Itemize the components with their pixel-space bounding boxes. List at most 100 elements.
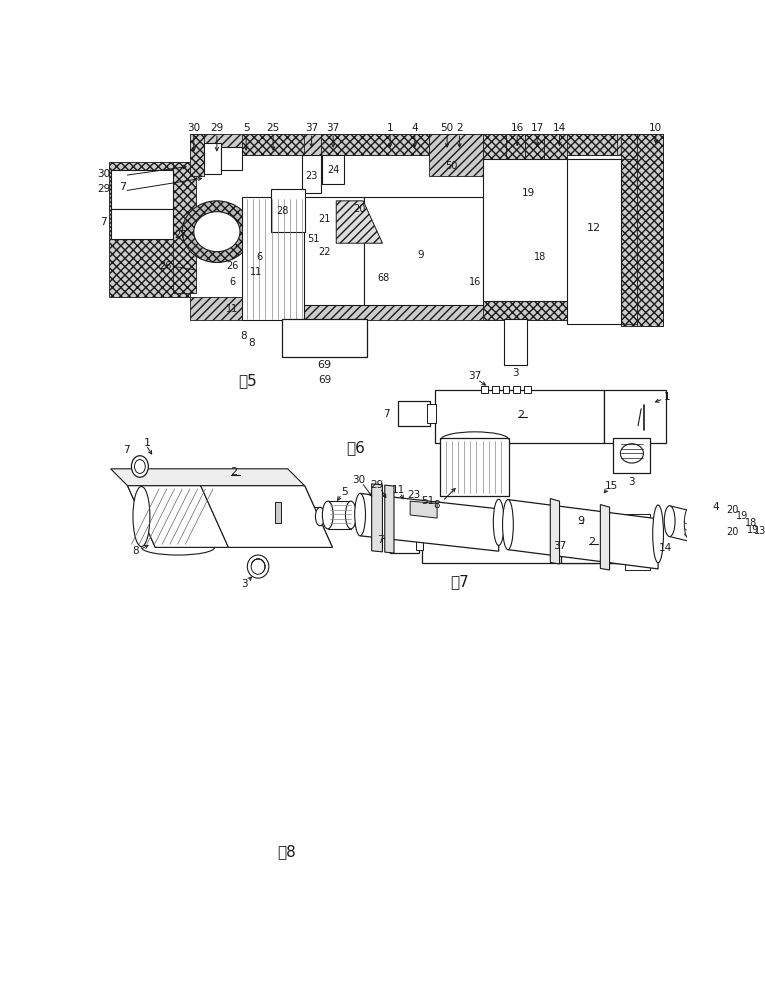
Text: 9: 9 [578,516,584,526]
Text: 1: 1 [387,123,393,133]
Text: 30: 30 [97,169,110,179]
Ellipse shape [702,517,711,541]
Polygon shape [669,506,689,541]
Bar [203,143,221,174]
Ellipse shape [132,456,148,477]
Bar [173,162,196,293]
Bar [243,197,304,320]
Text: 21: 21 [318,214,331,224]
Bar [483,259,502,301]
Bar [190,134,663,155]
Text: 23: 23 [305,171,317,181]
Bar [415,531,423,550]
Bar [398,401,430,426]
Bar [427,404,436,423]
Ellipse shape [182,201,252,262]
Text: 图8: 图8 [277,844,295,859]
Ellipse shape [684,508,694,539]
Text: 8: 8 [240,331,247,341]
Polygon shape [128,486,229,547]
Bar [625,563,649,570]
Bar [428,134,483,176]
Bar [190,297,663,320]
Text: 7: 7 [100,217,107,227]
Text: 9: 9 [418,250,425,260]
Ellipse shape [620,444,643,463]
Bar [271,189,305,232]
Bar [481,386,488,393]
Text: 8: 8 [433,500,440,510]
Bar [390,528,419,553]
Ellipse shape [748,536,757,551]
Text: 图7: 图7 [450,574,469,589]
Polygon shape [372,484,382,552]
Ellipse shape [737,530,747,550]
Polygon shape [385,485,394,553]
Text: 4: 4 [412,123,418,133]
Ellipse shape [247,555,269,578]
Bar [364,197,483,305]
Polygon shape [128,486,332,547]
Bar [567,158,621,324]
Bar [282,319,367,357]
Text: 29: 29 [370,480,384,490]
Text: 69: 69 [317,360,332,370]
Polygon shape [337,201,382,243]
Text: 3: 3 [629,477,635,487]
Ellipse shape [251,559,265,574]
Text: 29: 29 [97,184,110,194]
Bar [525,134,544,163]
Bar [112,209,173,239]
Text: 30: 30 [187,123,200,133]
Text: 18: 18 [534,252,546,262]
Polygon shape [360,493,499,551]
Polygon shape [327,501,351,529]
Text: 24: 24 [327,165,340,175]
Bar [109,162,190,297]
Bar [524,386,531,393]
Bar [321,134,428,155]
Text: 51: 51 [307,234,319,244]
Text: 6: 6 [230,277,236,287]
Text: 19: 19 [747,525,759,535]
Bar [621,134,663,326]
Bar [308,507,320,526]
Polygon shape [200,486,332,547]
Polygon shape [410,501,437,518]
Text: 37: 37 [553,541,566,551]
Text: 6: 6 [256,252,262,262]
Text: 5: 5 [341,487,348,497]
Text: 7: 7 [119,182,125,192]
Bar [302,197,364,305]
Bar [440,438,509,496]
Ellipse shape [194,212,240,252]
Bar [435,389,604,443]
Text: 2: 2 [588,537,595,547]
Text: 2: 2 [456,123,463,133]
Text: 30: 30 [352,475,365,485]
Bar [221,147,243,170]
Text: 8: 8 [248,338,255,348]
Ellipse shape [503,500,513,550]
Bar [112,170,173,209]
Text: 20: 20 [726,527,738,537]
Bar [483,134,617,155]
Text: 5: 5 [243,123,249,133]
Ellipse shape [653,505,663,563]
Ellipse shape [133,487,150,547]
Text: 18: 18 [745,518,757,528]
Text: 3: 3 [513,368,519,378]
Bar [561,520,649,563]
Text: 28: 28 [276,206,288,216]
Text: 37: 37 [305,123,318,133]
Bar [604,389,666,443]
Polygon shape [550,499,559,564]
Text: 11: 11 [226,304,239,314]
Ellipse shape [355,493,366,536]
Text: 2: 2 [517,410,525,420]
Text: 10: 10 [649,123,662,133]
Bar [621,158,663,324]
Text: 1: 1 [664,392,671,402]
Text: 23: 23 [408,490,421,500]
Text: 25: 25 [266,123,280,133]
